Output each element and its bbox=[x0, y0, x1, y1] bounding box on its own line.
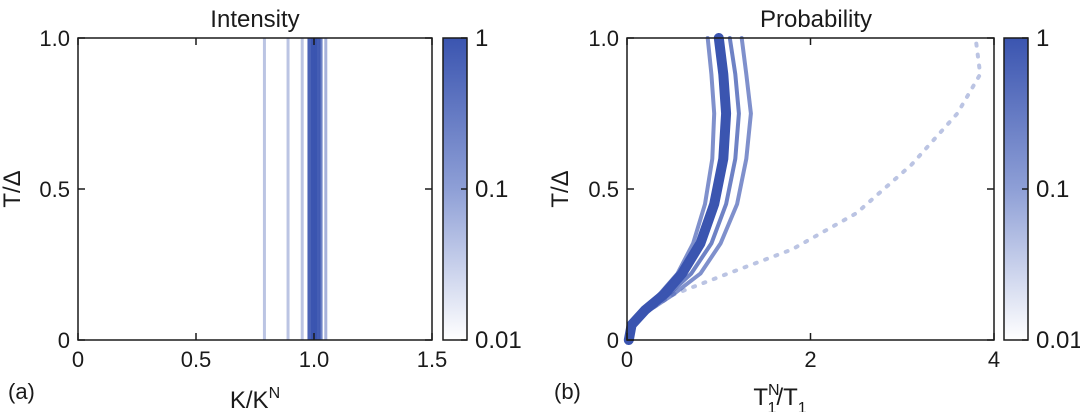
x-tick-label: 1.0 bbox=[299, 347, 330, 372]
panel-b-ylabel: T/Δ bbox=[547, 170, 574, 207]
probability-curve-3 bbox=[626, 36, 717, 342]
panel-b-y-ticks: 0 0.5 1.0 bbox=[588, 26, 994, 353]
y-tick-label: 0.5 bbox=[588, 177, 619, 202]
y-tick-label: 1.0 bbox=[588, 26, 619, 51]
panel-b-x-ticks: 0 2 4 bbox=[621, 38, 1000, 372]
panel-a-tag: (a) bbox=[8, 379, 35, 404]
x-tick-label: 2 bbox=[804, 347, 816, 372]
probability-curve-4 bbox=[626, 36, 983, 342]
y-tick-label: 0.5 bbox=[39, 177, 70, 202]
panel-b-colorbar-ticks: 1 0.1 0.01 bbox=[1022, 25, 1080, 354]
panel-a-title: Intensity bbox=[210, 6, 299, 33]
panel-a-axes-box bbox=[77, 37, 433, 341]
panel-b-xlabel-sup: N bbox=[768, 382, 780, 399]
x-tick-label: 4 bbox=[988, 347, 1000, 372]
panel-b-xlabel-sub: 1 bbox=[768, 400, 777, 412]
y-tick-label: 0 bbox=[58, 328, 70, 353]
panel-b-xlabel-tail: /T bbox=[776, 384, 798, 411]
panel-b-axes-box bbox=[626, 37, 995, 341]
probability-curve-2 bbox=[626, 36, 753, 342]
colorbar-tick-label: 0.1 bbox=[475, 176, 508, 203]
panel-a: Intensity 0 0.5 1.0 1.5 0 0.5 1.0 K/KN T/Δ (a… bbox=[0, 6, 522, 412]
panel-b-xlabel-base: T bbox=[753, 384, 768, 411]
colorbar-tick-label: 0.01 bbox=[475, 327, 522, 354]
x-tick-label: 1.5 bbox=[417, 347, 448, 372]
panel-a-plot-area bbox=[262, 38, 328, 340]
panel-a-colorbar-ticks: 1 0.1 0.01 bbox=[461, 25, 522, 354]
y-tick-label: 1.0 bbox=[39, 26, 70, 51]
x-tick-label: 0.5 bbox=[181, 347, 212, 372]
colorbar-tick-label: 0.01 bbox=[1036, 327, 1080, 354]
panel-b-plot-area bbox=[623, 33, 983, 345]
y-tick-label: 0 bbox=[607, 328, 619, 353]
x-tick-label: 0 bbox=[72, 347, 84, 372]
panel-b-xlabel-tail-sub: 1 bbox=[798, 400, 807, 412]
colorbar-tick-label: 1 bbox=[1036, 25, 1049, 52]
panel-b-tag: (b) bbox=[554, 379, 581, 404]
colorbar-tick-label: 1 bbox=[475, 25, 488, 52]
panel-a-xlabel-sup: N bbox=[269, 385, 281, 402]
panel-a-x-ticks: 0 0.5 1.0 1.5 bbox=[72, 38, 447, 372]
panel-b-title: Probability bbox=[760, 6, 872, 33]
panel-a-xlabel-base: K/K bbox=[230, 387, 269, 412]
panel-a-xlabel: K/KN bbox=[230, 385, 280, 412]
panel-a-ylabel: T/Δ bbox=[0, 170, 26, 207]
colorbar-tick-label: 0.1 bbox=[1036, 176, 1069, 203]
panel-a-y-ticks: 0 0.5 1.0 bbox=[39, 26, 432, 353]
x-tick-label: 0 bbox=[621, 347, 633, 372]
panel-b-xlabel: TN 1/T1 bbox=[753, 382, 806, 412]
